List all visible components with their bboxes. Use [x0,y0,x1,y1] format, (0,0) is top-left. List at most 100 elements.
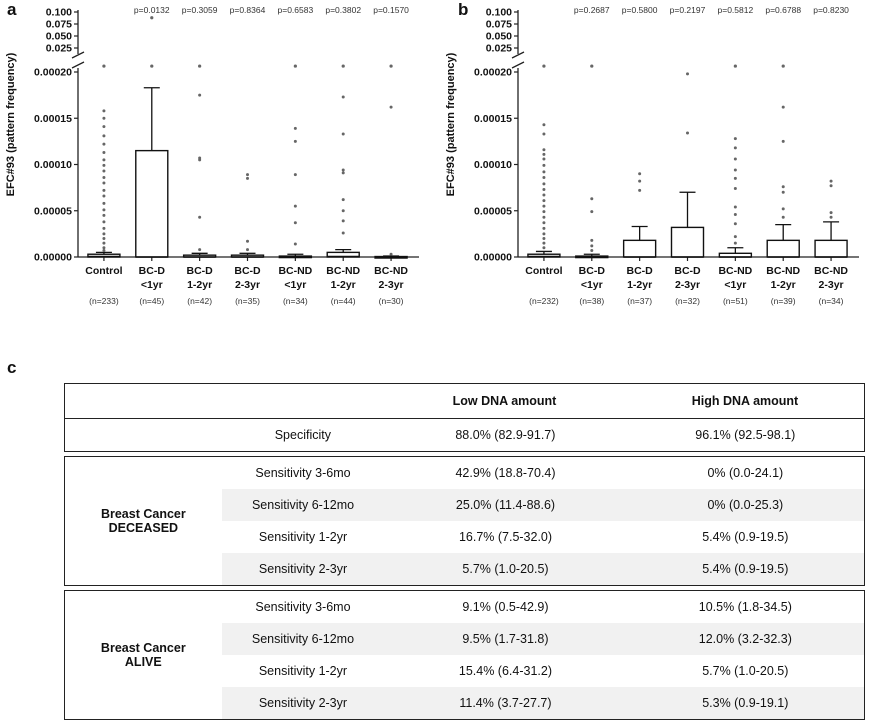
outlier-point [198,93,202,97]
outlier-point [686,72,689,76]
group-alive: Breast Cancer ALIVE Sensitivity 3-6mo 9.… [64,590,865,720]
p-value-label: p=0.3059 [182,5,218,15]
metric-low: 11.4% (3.7-27.7) [384,687,627,719]
p-value-label: p=0.5800 [622,5,658,15]
outlier-point [542,163,546,167]
outlier-point [102,220,106,224]
outlier-point [542,193,546,197]
p-value-label: p=0.3802 [325,5,361,15]
outlier-point-above-break [389,64,393,68]
x-tick-label: <1yr [141,279,163,291]
outlier-point-above-break [542,64,546,68]
outlier-point [638,179,642,183]
x-tick-label: BC-D [187,265,214,277]
metric-high: 5.7% (1.0-20.5) [702,664,789,678]
outlier-point [293,221,297,225]
outlier-point [341,132,345,136]
outlier-point-above-break [150,64,154,68]
x-tick-label: BC-D [139,265,166,277]
x-tick-label: <1yr [284,279,306,291]
outlier-point [198,215,202,219]
x-tick-label: BC-D [674,265,701,277]
box-iqr [622,239,657,258]
outlier-point [246,239,249,243]
box-iqr [814,239,848,258]
outlier-point [542,232,546,236]
outlier-point [829,179,833,183]
outlier-point [102,134,106,138]
y-tick-label: 0.050 [46,31,72,43]
outlier-point [542,215,546,219]
y-tick-label: 0.00000 [34,252,72,264]
metric-label: Sensitivity 1-2yr [258,530,348,544]
metric-low: 16.7% (7.5-32.0) [458,530,553,544]
y-tick-label: 0.00000 [474,252,512,264]
outlier-point [102,232,106,236]
outlier-point [102,158,106,162]
boxplot-panel-a: 0.00000 0.00005 0.00010 0.00015 0.00020 0.025… [5,5,419,306]
axis-break-mark [71,51,85,59]
panel-letter-a: a [7,0,17,19]
x-tick-label: BC-D [579,265,606,277]
outlier-point-above-break [341,64,345,68]
outlier-point [590,210,594,214]
outlier-point [102,237,106,240]
table-header-blank [64,383,383,419]
metric-low: 9.1% (0.5-42.9) [462,600,549,614]
sample-size-label: (n=233) [89,296,119,306]
x-tick-label: BC-ND [718,265,752,277]
panel-letter-b: b [458,0,469,19]
outlier-point [542,148,546,152]
outlier-point [389,252,393,256]
outlier-point [733,241,737,245]
axis-break-mark [71,61,85,69]
outlier-point [733,222,737,226]
metric-high: 12.0% (3.2-32.3) [626,623,864,655]
x-tick-label: <1yr [724,279,746,291]
boxplot-panel-b: 0.00000 0.00005 0.00010 0.00015 0.00020 0.025… [445,5,859,306]
outlier-point [590,238,594,242]
outlier-point [542,123,546,127]
metric-high: 5.4% (0.9-19.5) [626,553,864,585]
group-label-deceased: Breast Cancer DECEASED [100,507,186,535]
outlier-point [542,170,546,174]
x-tick-label: BC-ND [766,265,800,277]
outlier-point [389,105,393,109]
outlier-point-above-break [781,64,785,68]
y-tick-label: 0.00010 [474,159,512,171]
y-tick-label: 0.00020 [34,67,72,79]
y-axis-label: EFC#93 (pattern frequency) [5,52,17,196]
outlier-point [542,199,546,203]
y-tick-label: 0.00020 [474,67,512,79]
metric-high: 0% (0.0-24.1) [707,466,784,480]
x-tick-label: BC-D [627,265,654,277]
panel-letter-c: c [7,358,17,377]
outlier-point [293,204,297,208]
sample-size-label: (n=34) [819,296,844,306]
x-tick-label: BC-ND [326,265,360,277]
specificity-blank [65,419,222,451]
outlier-point [733,168,737,172]
metric-label: Sensitivity 6-12mo [221,489,385,521]
y-tick-label: 0.00010 [34,159,72,171]
specificity-high: 96.1% (92.5-98.1) [695,428,796,442]
group-deceased: Breast Cancer DECEASED Sensitivity 3-6mo… [64,456,865,586]
y-tick-label: 0.00015 [34,113,72,125]
y-tick-label: 0.025 [486,43,512,55]
outlier-point [246,248,249,252]
x-tick-label: 1-2yr [627,279,652,291]
outlier-point [733,137,737,141]
outlier-point [102,194,106,198]
axis-break-mark [511,51,525,59]
group-label-alive: Breast Cancer ALIVE [100,641,186,669]
outlier-point [102,150,106,154]
x-tick-label: BC-ND [814,265,848,277]
p-value-label: p=0.5812 [718,5,754,15]
outlier-point [102,208,106,212]
metric-low: 25.0% (11.4-88.6) [384,489,627,521]
outlier-point [198,248,202,252]
outlier-point [829,215,833,219]
x-tick-label: BC-ND [374,265,408,277]
sample-size-label: (n=232) [529,296,559,306]
outlier-point [781,105,785,109]
